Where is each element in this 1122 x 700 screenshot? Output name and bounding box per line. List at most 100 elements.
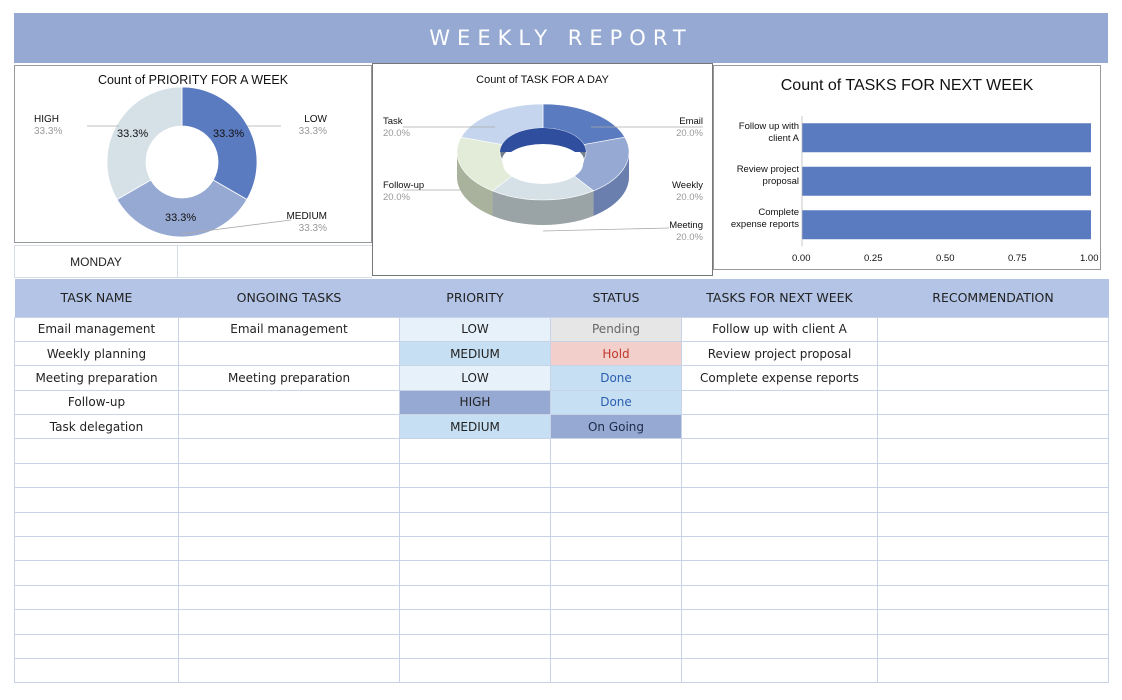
cell-priority[interactable]: HIGH xyxy=(399,389,551,416)
cell-priority[interactable]: LOW xyxy=(399,316,551,342)
cell-recommendation[interactable] xyxy=(877,560,1109,586)
cell-next-week-task[interactable] xyxy=(681,584,878,611)
cell-next-week-task[interactable] xyxy=(681,633,878,659)
cell-task-name[interactable] xyxy=(14,657,179,684)
cell-task-name[interactable] xyxy=(14,438,179,464)
cell-status[interactable]: Hold xyxy=(550,340,682,367)
cell-next-week-task[interactable]: Review project proposal xyxy=(681,340,878,367)
cell-recommendation[interactable] xyxy=(877,316,1109,342)
cell-recommendation[interactable] xyxy=(877,584,1109,611)
cell-priority[interactable]: MEDIUM xyxy=(399,414,551,440)
day-label[interactable]: MONDAY xyxy=(14,245,178,278)
cell-ongoing-task[interactable] xyxy=(178,438,400,464)
cell-task-name[interactable] xyxy=(14,560,179,586)
cell-ongoing-task[interactable]: Meeting preparation xyxy=(178,365,400,391)
cell-status[interactable]: Pending xyxy=(550,316,682,342)
cell-task-name[interactable] xyxy=(14,462,179,489)
cell-recommendation[interactable] xyxy=(877,365,1109,391)
cell-status[interactable] xyxy=(550,438,682,464)
cell-ongoing-task[interactable] xyxy=(178,536,400,562)
cell-status[interactable] xyxy=(550,560,682,586)
cell-next-week-task[interactable] xyxy=(681,536,878,562)
cell-status[interactable] xyxy=(550,536,682,562)
cell-priority[interactable] xyxy=(399,438,551,464)
cell-status[interactable]: On Going xyxy=(550,414,682,440)
cell-status[interactable] xyxy=(550,487,682,513)
cell-priority[interactable] xyxy=(399,511,551,538)
cell-ongoing-task[interactable] xyxy=(178,511,400,538)
cell-priority[interactable]: MEDIUM xyxy=(399,340,551,367)
cell-recommendation[interactable] xyxy=(877,536,1109,562)
cell-priority[interactable] xyxy=(399,462,551,489)
task-3d-donut-chart[interactable]: Count of TASK FOR A DAY Task 20.0% Email 2… xyxy=(372,63,713,276)
cell-next-week-task[interactable]: Follow up with client A xyxy=(681,316,878,342)
header-tasks-next-week[interactable]: TASKS FOR NEXT WEEK xyxy=(681,279,878,317)
cell-recommendation[interactable] xyxy=(877,609,1109,635)
cell-ongoing-task[interactable] xyxy=(178,462,400,489)
cell-task-name[interactable]: Email management xyxy=(14,316,179,342)
priority-donut-chart[interactable]: Count of PRIORITY FOR A WEEK HIGH 33.3% L… xyxy=(14,65,372,243)
cell-task-name[interactable]: Weekly planning xyxy=(14,340,179,367)
cell-priority[interactable] xyxy=(399,633,551,659)
cell-next-week-task[interactable] xyxy=(681,657,878,684)
header-task-name[interactable]: TASK NAME xyxy=(14,279,179,317)
cell-ongoing-task[interactable] xyxy=(178,657,400,684)
cell-status[interactable] xyxy=(550,609,682,635)
cell-next-week-task[interactable] xyxy=(681,511,878,538)
cell-next-week-task[interactable]: Complete expense reports xyxy=(681,365,878,391)
cell-status[interactable] xyxy=(550,511,682,538)
cell-ongoing-task[interactable] xyxy=(178,633,400,659)
cell-next-week-task[interactable] xyxy=(681,414,878,440)
cell-recommendation[interactable] xyxy=(877,657,1109,684)
cell-task-name[interactable]: Follow-up xyxy=(14,389,179,416)
cell-task-name[interactable] xyxy=(14,584,179,611)
cell-priority[interactable] xyxy=(399,657,551,684)
cell-next-week-task[interactable] xyxy=(681,389,878,416)
cell-next-week-task[interactable] xyxy=(681,609,878,635)
cell-ongoing-task[interactable]: Email management xyxy=(178,316,400,342)
cell-ongoing-task[interactable] xyxy=(178,389,400,416)
cell-task-name[interactable] xyxy=(14,609,179,635)
cell-recommendation[interactable] xyxy=(877,487,1109,513)
header-recommendation[interactable]: RECOMMENDATION xyxy=(877,279,1109,317)
cell-task-name[interactable] xyxy=(14,487,179,513)
cell-next-week-task[interactable] xyxy=(681,462,878,489)
header-priority[interactable]: PRIORITY xyxy=(399,279,551,317)
cell-priority[interactable] xyxy=(399,487,551,513)
header-ongoing-tasks[interactable]: ONGOING TASKS xyxy=(178,279,400,317)
cell-ongoing-task[interactable] xyxy=(178,609,400,635)
cell-task-name[interactable]: Task delegation xyxy=(14,414,179,440)
cell-ongoing-task[interactable] xyxy=(178,487,400,513)
cell-status[interactable] xyxy=(550,584,682,611)
cell-recommendation[interactable] xyxy=(877,389,1109,416)
cell-status[interactable] xyxy=(550,462,682,489)
cell-recommendation[interactable] xyxy=(877,511,1109,538)
cell-task-name[interactable]: Meeting preparation xyxy=(14,365,179,391)
cell-status[interactable]: Done xyxy=(550,365,682,391)
cell-recommendation[interactable] xyxy=(877,438,1109,464)
cell-priority[interactable] xyxy=(399,560,551,586)
cell-status[interactable] xyxy=(550,633,682,659)
cell-recommendation[interactable] xyxy=(877,340,1109,367)
cell-ongoing-task[interactable] xyxy=(178,584,400,611)
cell-next-week-task[interactable] xyxy=(681,560,878,586)
cell-priority[interactable]: LOW xyxy=(399,365,551,391)
next-week-bar-chart[interactable]: Count of TASKS FOR NEXT WEEK Follow up w… xyxy=(713,65,1101,270)
cell-task-name[interactable] xyxy=(14,511,179,538)
cell-priority[interactable] xyxy=(399,609,551,635)
cell-task-name[interactable] xyxy=(14,633,179,659)
cell-recommendation[interactable] xyxy=(877,414,1109,440)
cell-next-week-task[interactable] xyxy=(681,438,878,464)
header-status[interactable]: STATUS xyxy=(550,279,682,317)
cell-status[interactable] xyxy=(550,657,682,684)
cell-priority[interactable] xyxy=(399,536,551,562)
cell-next-week-task[interactable] xyxy=(681,487,878,513)
cell-ongoing-task[interactable] xyxy=(178,560,400,586)
cell-priority[interactable] xyxy=(399,584,551,611)
cell-recommendation[interactable] xyxy=(877,462,1109,489)
cell-status[interactable]: Done xyxy=(550,389,682,416)
cell-task-name[interactable] xyxy=(14,536,179,562)
cell-recommendation[interactable] xyxy=(877,633,1109,659)
cell-ongoing-task[interactable] xyxy=(178,414,400,440)
cell-ongoing-task[interactable] xyxy=(178,340,400,367)
